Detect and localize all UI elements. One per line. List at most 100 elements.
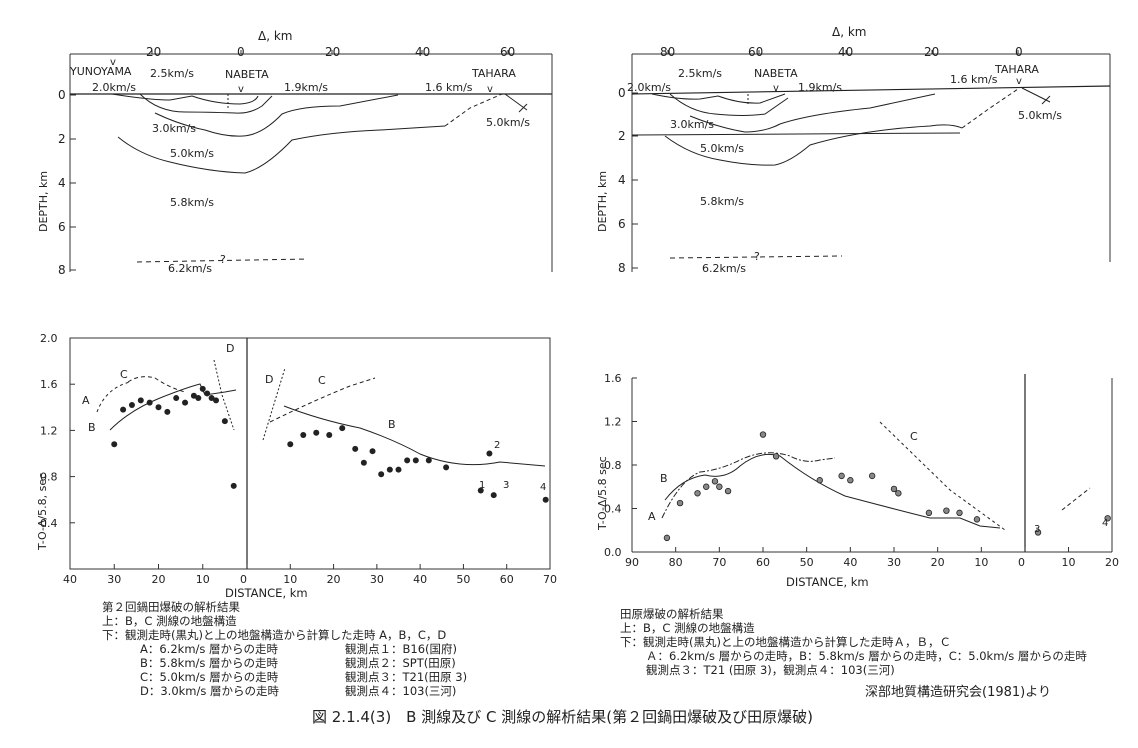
- velocity-label: 5.8km/s: [170, 196, 214, 209]
- x-tick-label: 20: [1105, 556, 1119, 569]
- left-depth-tick: 8: [58, 263, 66, 277]
- right-top-tick: 0: [1015, 45, 1023, 59]
- velocity-label: 6.2km/s: [702, 262, 746, 275]
- velocity-label: 2.5km/s: [150, 67, 194, 80]
- curve-label: C: [318, 374, 326, 387]
- y-tick-label: 0.8: [40, 471, 58, 484]
- x-tick-label: 20: [327, 573, 341, 586]
- curve-b-right: [283, 405, 546, 467]
- legend-entry: C：5.0km/s 層からの走時: [140, 670, 279, 684]
- velocity-label: 1.6 km/s: [950, 73, 998, 86]
- observed-point: [838, 472, 845, 480]
- observed-point: [816, 477, 823, 484]
- curve-a: [661, 452, 836, 519]
- x-tick-label: 50: [800, 556, 814, 569]
- curve-label: C: [120, 368, 128, 381]
- legend-entry: A：6.2km/s 層からの走時: [140, 642, 279, 656]
- right-travel-xlabel: DISTANCE, km: [786, 575, 869, 589]
- observed-point: [386, 466, 393, 473]
- observed-point: [772, 453, 780, 460]
- velocity-label: 5.0km/s: [170, 147, 214, 160]
- observed-point: [486, 450, 493, 457]
- credit-line: 深部地質構造研究会(1981)より: [865, 685, 1051, 700]
- curve-b: [664, 453, 1001, 529]
- station-number: 3: [1034, 524, 1040, 535]
- observed-point: [190, 392, 197, 399]
- y-tick-label: 1.6: [40, 378, 58, 391]
- velocity-label: 1.6 km/s: [425, 81, 473, 94]
- observed-point: [339, 425, 346, 432]
- left-depth-tick: 4: [58, 176, 66, 190]
- x-tick-label: 40: [413, 573, 427, 586]
- right-caption-title: 田原爆破の解析結果: [620, 607, 724, 621]
- observed-point: [221, 418, 228, 425]
- station-label: TAHARA: [994, 63, 1039, 76]
- observed-point: [369, 448, 376, 455]
- station-label: TAHARA: [471, 67, 516, 80]
- right-depth-tick: 0: [618, 86, 626, 100]
- legend-entry: D：3.0km/s 層からの走時: [140, 684, 280, 698]
- velocity-label: 3.0km/s: [670, 118, 714, 131]
- blank-patch: [775, 293, 945, 345]
- x-tick-label: 10: [974, 556, 988, 569]
- observed-point: [195, 395, 202, 402]
- left-top-tick: 40: [415, 45, 430, 59]
- curve-label: B: [388, 418, 396, 431]
- observed-point: [1104, 515, 1111, 522]
- curve-c-right: [269, 377, 376, 423]
- y-tick-label: 0.8: [604, 459, 622, 472]
- observed-point: [759, 431, 767, 438]
- left-top-axis-label: Δ, km: [258, 29, 292, 43]
- y-tick-label: 1.2: [40, 424, 58, 437]
- observed-point: [973, 516, 981, 523]
- velocity-label: 2.5km/s: [678, 67, 722, 80]
- station-marker-icon: v: [238, 84, 244, 95]
- y-tick-label: 2.0: [40, 332, 58, 345]
- curve-a-right: [1061, 487, 1091, 511]
- right-travel-time-chart: T-O-Δ/5.8 sec 1.6 1.2 0.8 0.4 0.0 90 80 70 60 50…: [596, 372, 1119, 589]
- left-depth-tick: 0: [58, 88, 66, 102]
- velocity-label: 5.0km/s: [700, 142, 744, 155]
- left-caption: 第２回鍋田爆破の解析結果 上：B，C 測線の地盤構造 下：観測走時(黒丸)と上の…: [102, 600, 505, 698]
- legend-entry: B：5.8km/s 層からの走時: [140, 656, 279, 670]
- legend-entry: 観測点２：SPT(田原): [345, 656, 456, 670]
- station-label: NABETA: [225, 68, 269, 81]
- curve-label: C: [910, 430, 918, 443]
- curve-c: [879, 421, 1006, 531]
- velocity-label: 2.0km/s: [627, 81, 671, 94]
- observed-point: [230, 482, 237, 489]
- velocity-label: ?: [220, 253, 226, 266]
- right-top-tick: 40: [838, 45, 853, 59]
- curve-c-left: [127, 376, 186, 393]
- curve-a-left: [96, 381, 131, 413]
- right-caption-line: 観測点３：T21 (田原 3)，観測点４：103(三河): [646, 663, 895, 677]
- velocity-label: 6.2km/s: [168, 262, 212, 275]
- curve-label: A: [82, 394, 90, 407]
- left-top-tick: 20: [325, 45, 340, 59]
- observed-point: [703, 483, 710, 490]
- right-depth-tick: 6: [618, 217, 626, 231]
- observed-point: [395, 466, 402, 473]
- x-tick-label: 30: [887, 556, 901, 569]
- station-number: 2: [494, 440, 500, 451]
- station-marker-icon: v: [773, 83, 779, 94]
- observed-point: [943, 507, 950, 514]
- observed-point: [137, 397, 144, 404]
- x-tick-label: 10: [1062, 556, 1076, 569]
- observed-point: [412, 457, 419, 464]
- legend-entry: 観測点３：T21(田原 3): [345, 670, 468, 684]
- observed-point: [199, 385, 206, 392]
- right-depth-tick: 2: [618, 129, 626, 143]
- right-depth-tick: 8: [618, 261, 626, 275]
- observed-point: [378, 471, 385, 478]
- y-tick-label: 1.6: [604, 372, 622, 385]
- observed-point: [956, 509, 963, 517]
- y-tick-label: 1.2: [604, 416, 622, 429]
- curve-label: B: [88, 421, 96, 434]
- x-tick-label: 20: [931, 556, 945, 569]
- curve-label: B: [660, 472, 668, 485]
- x-tick-label: 70: [712, 556, 726, 569]
- left-travel-time-chart: T-O-Δ/5.8, sec 2.0 1.6 1.2 0.8 0.4 40 30 20 10 0…: [36, 332, 557, 600]
- x-tick-label: 70: [543, 573, 557, 586]
- left-depth-label: DEPTH, km: [37, 171, 50, 232]
